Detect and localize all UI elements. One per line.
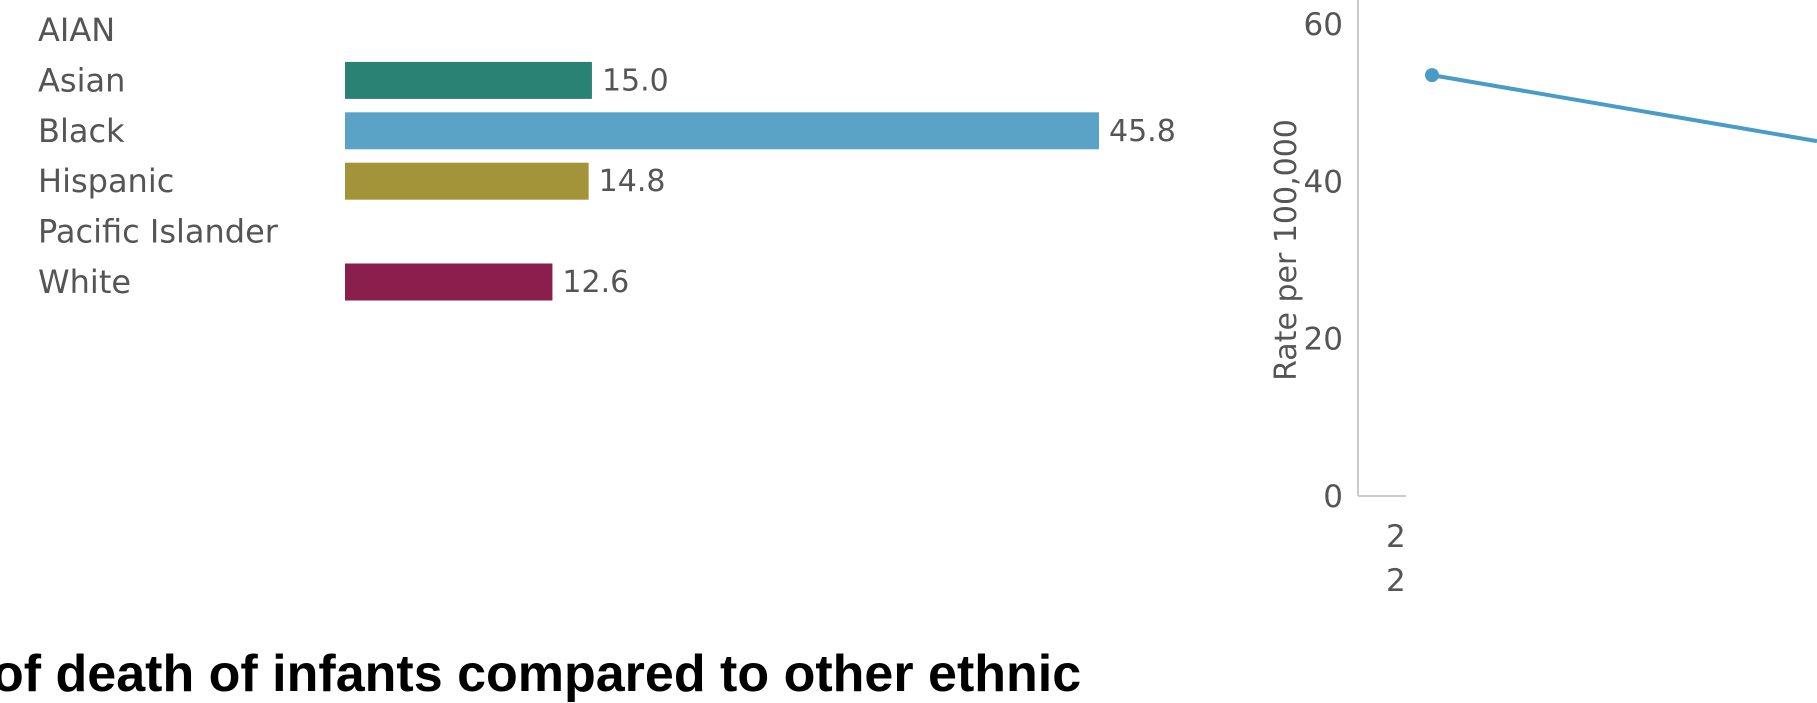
series-line [1431,73,1817,144]
y-axis-title: Rate per 100,000 [1269,119,1304,381]
y-tick-label: 20 [1304,322,1343,358]
caption-text: of death of infants compared to other et… [0,645,1082,703]
data-label: 14.8 [599,164,666,199]
bar [345,162,589,200]
data-label: 15.0 [602,63,669,98]
y-tick-label: 0 [1323,479,1343,515]
data-label: 45.8 [1109,114,1176,149]
bar-chart: AIAN Asian 15.0 Black 45.8 Hispanic 14.8 Pacifi… [38,11,1176,301]
category-label: White [38,263,131,301]
category-label: Hispanic [38,162,174,200]
y-tick-label: 40 [1304,164,1343,200]
category-label: AIAN [38,11,115,49]
category-label: Pacific Islander [38,213,279,251]
bar [345,112,1099,150]
data-label: 12.6 [562,265,629,300]
x-tick-label: 2 [1386,563,1406,599]
bar [345,263,553,301]
data-point [1425,68,1439,83]
bar [345,61,592,99]
category-label: Black [38,112,125,150]
y-tick-label: 60 [1304,7,1343,43]
category-label: Asian [38,61,125,99]
x-tick-label: 2 [1386,519,1406,555]
